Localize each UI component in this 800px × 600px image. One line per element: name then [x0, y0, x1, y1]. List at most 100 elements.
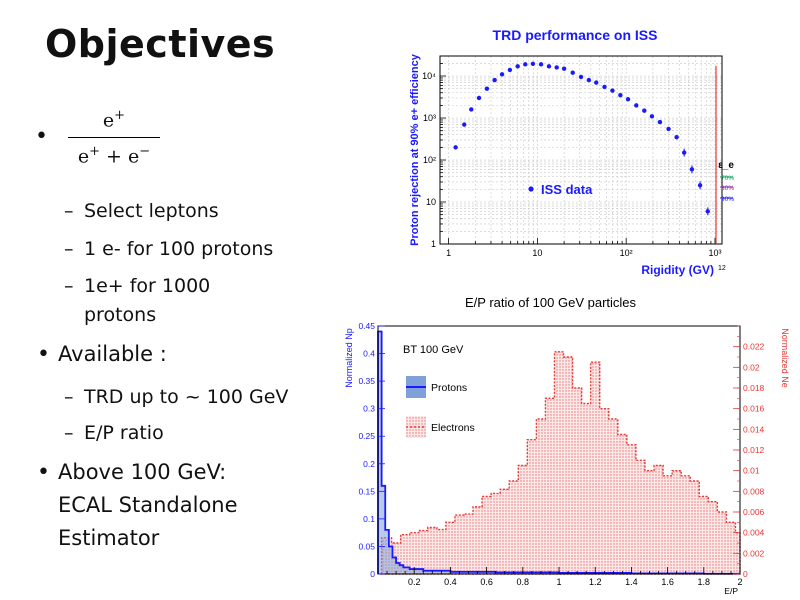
ep-y2-tick-label: 0.006 [743, 507, 765, 517]
trd-ticks: 1 10 10² 10³ 1 10 10² 10³ 10⁴ [422, 55, 721, 258]
trd-corner-label: 12 [718, 265, 726, 272]
trd-data-point [554, 65, 559, 70]
ep-y2-axis-title: Normalized Ne [780, 328, 790, 388]
trd-data-point [666, 126, 671, 132]
ep-y-tick-label: 0.4 [363, 349, 375, 359]
trd-data-point [570, 70, 575, 75]
bullet-dot: • [35, 124, 48, 149]
trd-y-tick-label: 10⁴ [422, 71, 436, 81]
trd-data-point [610, 88, 615, 93]
bullet-dot: • [37, 342, 50, 367]
ep-y-tick-label: 0.25 [358, 431, 375, 441]
sub-item-1e-plus: 1e+ for 1000 [84, 275, 211, 297]
trd-eff-90: 90% [721, 196, 734, 203]
trd-data-point [594, 80, 599, 85]
trd-x-axis-title: Rigidity (GV) [641, 263, 714, 277]
ep-y2-tick-label: 0.016 [743, 404, 765, 414]
sub-dash: – [64, 422, 74, 444]
trd-data-point [523, 62, 528, 67]
sub-item-trd: TRD up to ~ 100 GeV [84, 386, 289, 408]
ep-y-tick-label: 0.2 [363, 459, 375, 469]
trd-y-tick-label: 10² [423, 155, 436, 165]
ep-y-tick-label: 0.15 [358, 486, 375, 496]
ep-x-tick-label: 0.6 [480, 577, 493, 587]
trd-data-point [689, 167, 695, 172]
trd-data-point [618, 92, 623, 98]
ep-y2-tick-label: 0.002 [743, 548, 765, 558]
trd-data-point [681, 150, 687, 155]
trd-data-point [578, 74, 584, 80]
ep-x-tick-label: 1.4 [625, 577, 638, 587]
ep-y-tick-label: 0.05 [358, 541, 375, 551]
ep-y-tick-label: 0 [370, 569, 375, 579]
trd-data-point [492, 77, 497, 83]
ep-x-tick-label: 0.4 [444, 577, 457, 587]
sub-item-select-leptons: Select leptons [84, 200, 219, 222]
trd-y-axis-title: Proton rejection at 90% e+ efficiency [409, 53, 421, 246]
ep-y2-tick-label: 0.008 [743, 486, 765, 496]
trd-data-point [462, 122, 467, 127]
ep-y2-tick-label: 0.012 [743, 445, 765, 455]
bullet-above-100: Above 100 GeV: [58, 460, 227, 484]
trd-y-tick-label: 10 [426, 197, 436, 207]
sub-item-1e-plus-cont: protons [84, 304, 157, 326]
ep-y-tick-label: 0.3 [363, 404, 375, 414]
ep-chart-title: E/P ratio of 100 GeV particles [465, 295, 637, 310]
sub-dash: – [64, 200, 74, 222]
trd-data-point [634, 103, 639, 108]
trd-data-point [469, 107, 474, 112]
trd-data-point [453, 145, 458, 150]
trd-data-point [697, 183, 703, 188]
ep-y-tick-label: 0.35 [358, 376, 375, 386]
sub-item-1e-per-100p: 1 e- for 100 protons [84, 238, 274, 260]
trd-data-point [657, 119, 663, 125]
trd-data-point [515, 64, 520, 69]
trd-data-point [476, 95, 482, 101]
bullet-available: Available : [58, 342, 167, 366]
fraction-bar [68, 137, 160, 139]
trd-data-point [561, 66, 567, 71]
bullet-dot: • [37, 460, 50, 485]
fraction-numerator: e+ [102, 108, 126, 132]
ep-ratio-chart: 0.2 0.4 0.6 0.8 1 1.2 1.4 1.6 1.8 200.050.10.150.… [340, 318, 790, 598]
trd-x-tick-label: 1 [446, 248, 451, 258]
sub-dash: – [64, 238, 74, 260]
trd-y-tick-label: 1 [431, 239, 436, 249]
sub-item-ep-ratio: E/P ratio [84, 422, 164, 444]
trd-data-point [499, 72, 505, 77]
trd-data-point [530, 61, 536, 67]
trd-data-point [586, 77, 592, 83]
sub-dash: – [64, 275, 74, 297]
ep-y2-tick-label: 0.02 [743, 362, 760, 372]
ep-x-tick-label: 1.6 [661, 577, 674, 587]
trd-performance-chart: TRD performance on ISS 1 10 10² 10³ 1 10 10² 10… [400, 18, 740, 290]
ep-x-tick-label: 1 [556, 577, 561, 587]
ep-y2-tick-label: 0.01 [743, 466, 760, 476]
positron-fraction: e+ e+ + e− [68, 108, 160, 168]
trd-x-tick-label: 10 [532, 248, 542, 258]
trd-data-point [602, 84, 607, 90]
ep-y2-tick-label: 0.014 [743, 424, 765, 434]
ep-y2-tick-label: 0.022 [743, 342, 765, 352]
trd-plot-frame [439, 55, 723, 245]
ep-x-tick-label: 1.8 [698, 577, 711, 587]
trd-legend-label: ISS data [541, 182, 593, 197]
ep-x-axis-title: E/P [724, 586, 738, 596]
ep-x-tick-label: 2 [737, 577, 742, 587]
ep-legend-protons: Protons [431, 382, 467, 394]
ep-electron-area [380, 351, 741, 575]
trd-eff-70: 70% [721, 175, 734, 182]
ep-legend-electrons: Electrons [431, 422, 475, 434]
ep-x-tick-label: 0.8 [517, 577, 530, 587]
trd-chart-title: TRD performance on ISS [493, 27, 658, 43]
ep-y-axis-title: Normalized Np [344, 328, 354, 388]
trd-points [453, 61, 710, 216]
ep-y2-tick-label: 0.018 [743, 383, 765, 393]
trd-epsilon-label: ε_e [718, 160, 734, 171]
ep-y-tick-label: 0.1 [363, 514, 375, 524]
ep-y2-tick-label: 0 [743, 569, 748, 579]
trd-x-tick-label: 10² [620, 248, 633, 258]
bullet-above-100-line2: ECAL Standalone [58, 493, 238, 517]
ep-y2-tick-label: 0.004 [743, 528, 765, 538]
trd-data-point [625, 97, 631, 102]
